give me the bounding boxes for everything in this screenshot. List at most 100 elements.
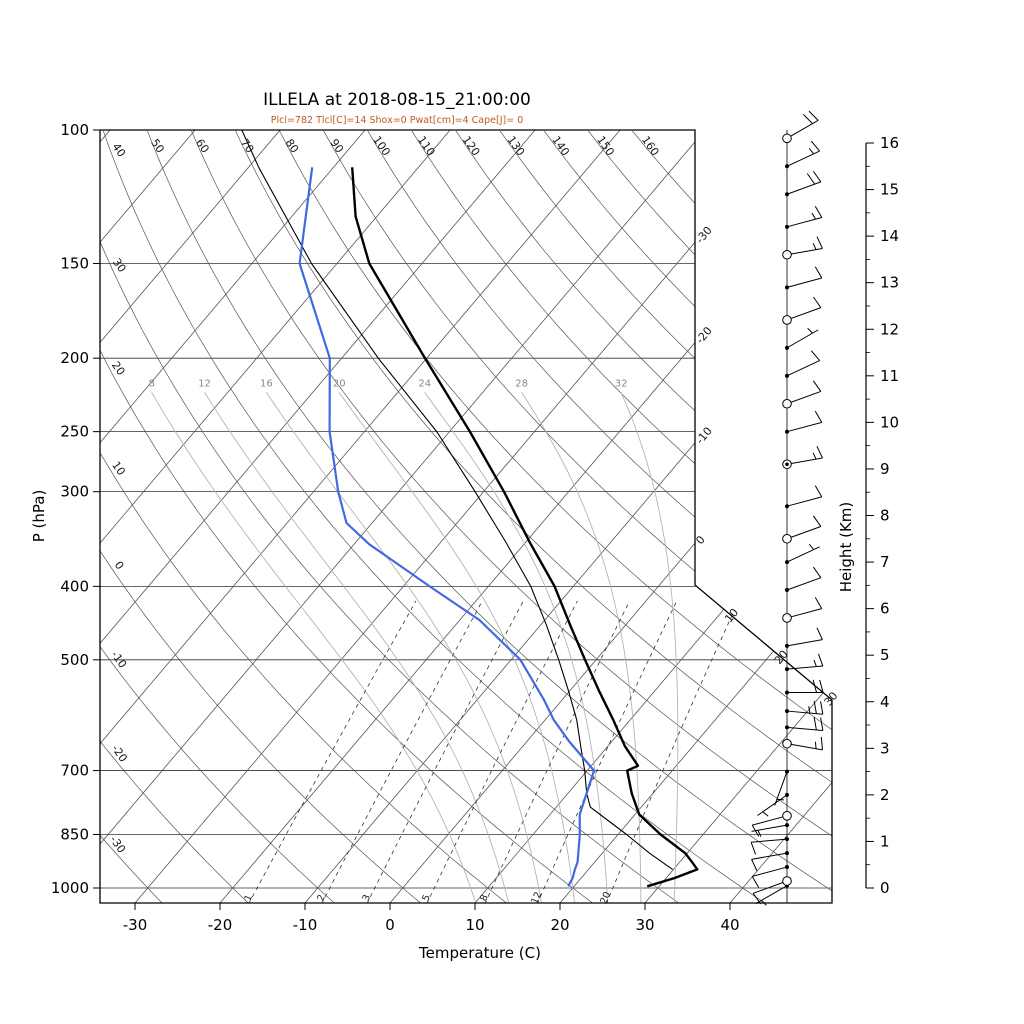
mixing-ratio-line xyxy=(321,600,483,903)
wind-barb xyxy=(785,327,819,350)
height-tick-label: 3 xyxy=(880,739,890,757)
plot-boundary xyxy=(99,129,833,904)
dry-adiabat-label-left: -20 xyxy=(109,742,130,764)
moist-adiabat-label: 32 xyxy=(615,379,628,390)
dry-adiabat-label-top: 140 xyxy=(549,134,572,159)
pressure-tick-label: 1000 xyxy=(51,879,89,897)
height-tick-label: 11 xyxy=(880,367,899,385)
moist-adiabat-line xyxy=(521,392,642,903)
pressure-tick-label: 100 xyxy=(60,121,89,139)
pressure-tick-label: 150 xyxy=(60,254,89,272)
isotherm-label-right: -10 xyxy=(693,425,715,447)
dry-adiabat-label-left: 30 xyxy=(110,256,129,275)
dry-adiabat-line xyxy=(191,130,832,903)
pressure-tick-label: 400 xyxy=(60,577,89,595)
temperature-tick-label: 10 xyxy=(465,916,484,934)
wind-barb xyxy=(785,566,822,592)
dry-adiabat-label-top: 130 xyxy=(505,134,528,159)
mixing-ratio-label: 20 xyxy=(598,890,613,905)
pressure-tick-label: 300 xyxy=(60,483,89,501)
wind-barb xyxy=(751,851,789,872)
y-axis-label-height: Height (Km) xyxy=(837,502,855,593)
sounding-profiles xyxy=(241,130,699,888)
height-tick-label: 9 xyxy=(880,460,890,478)
wind-barb xyxy=(785,679,824,695)
mixing-ratio-label: 8 xyxy=(478,893,490,903)
isotherm-line xyxy=(219,130,832,903)
dry-adiabat-line xyxy=(147,130,832,903)
dry-adiabat-label-top: 80 xyxy=(283,137,302,156)
height-tick-label: 13 xyxy=(880,274,899,292)
pressure-tick-label: 700 xyxy=(60,762,89,780)
height-tick-label: 6 xyxy=(880,600,890,618)
temperature-tick-label: -10 xyxy=(293,916,318,934)
dry-adiabat-label-top: 100 xyxy=(370,134,393,159)
isotherm-label-bevel: 10 xyxy=(722,606,741,625)
dry-adiabat-line xyxy=(367,130,832,903)
dry-adiabat-line xyxy=(100,130,336,903)
height-tick-label: 12 xyxy=(880,320,899,338)
wind-barb xyxy=(785,410,823,434)
height-tick-label: 7 xyxy=(880,553,890,571)
wind-barb xyxy=(782,736,823,751)
isotherm-label-bevel: 20 xyxy=(772,648,791,667)
mixing-ratio-line xyxy=(366,600,524,903)
wind-barb xyxy=(785,700,824,715)
isotherm-label-right: -20 xyxy=(693,324,715,346)
wind-barb xyxy=(782,236,823,260)
dry-adiabat-label-left: 0 xyxy=(112,559,127,572)
moist-adiabat-line xyxy=(151,392,477,903)
wind-barb xyxy=(782,380,822,409)
moist-adiabat-line xyxy=(424,392,609,903)
dry-adiabat-label-top: 60 xyxy=(193,137,212,156)
wind-barb-column xyxy=(750,110,824,906)
chart-title: ILLELA at 2018-08-15_21:00:00 xyxy=(263,90,531,110)
isotherm-line xyxy=(474,130,832,903)
mixing-ratio-line xyxy=(605,600,739,903)
wind-barb xyxy=(751,811,792,837)
height-tick-label: 4 xyxy=(880,693,890,711)
wind-barb xyxy=(755,883,789,906)
height-tick-label: 10 xyxy=(880,413,899,431)
moist-adiabat-line xyxy=(204,392,510,903)
dry-adiabat-line xyxy=(100,130,595,903)
wind-barb xyxy=(785,543,820,565)
moist-adiabat-label: 24 xyxy=(418,379,431,390)
isotherm-line xyxy=(644,130,832,903)
wind-barb xyxy=(785,717,824,731)
wind-barb xyxy=(782,296,822,325)
temperature-curve xyxy=(351,167,699,888)
wind-barb xyxy=(774,769,789,806)
wind-barb xyxy=(782,597,823,623)
dry-adiabat-label-left: 10 xyxy=(109,459,128,478)
dry-adiabat-label-top: 90 xyxy=(327,137,346,156)
dry-adiabat-line xyxy=(588,130,832,903)
height-tick-label: 16 xyxy=(880,134,899,152)
dry-adiabat-label-left: 20 xyxy=(109,359,128,378)
dry-adiabat-line xyxy=(100,130,422,903)
x-axis-label: Temperature (C) xyxy=(418,944,541,962)
isotherm-line xyxy=(304,130,832,903)
height-tick-label: 14 xyxy=(880,227,899,245)
wind-barb xyxy=(751,823,789,837)
wind-barb xyxy=(785,653,824,672)
mixing-ratio-label: 1 xyxy=(242,893,254,903)
dry-adiabat-label-left: -30 xyxy=(107,833,128,855)
temperature-tick-label: -20 xyxy=(208,916,233,934)
dry-adiabat-line xyxy=(100,130,250,903)
dry-adiabat-line xyxy=(323,130,832,903)
wind-barb xyxy=(757,792,789,817)
isotherm-line xyxy=(100,130,298,903)
dry-adiabat-line xyxy=(499,130,832,903)
dry-adiabat-line xyxy=(279,130,832,903)
moist-adiabat-line xyxy=(265,392,543,903)
pressure-tick-label: 850 xyxy=(60,825,89,843)
wind-barb xyxy=(782,446,823,470)
temperature-tick-label: 30 xyxy=(635,916,654,934)
dry-adiabat-label-top: 160 xyxy=(639,134,662,159)
line-family-labels: 50 60 70 80 90 100 110 120 130 140 150 160403020100… xyxy=(107,134,840,906)
wind-barb xyxy=(752,876,792,905)
wind-barb xyxy=(785,140,821,169)
moist-adiabat-line xyxy=(620,392,679,903)
